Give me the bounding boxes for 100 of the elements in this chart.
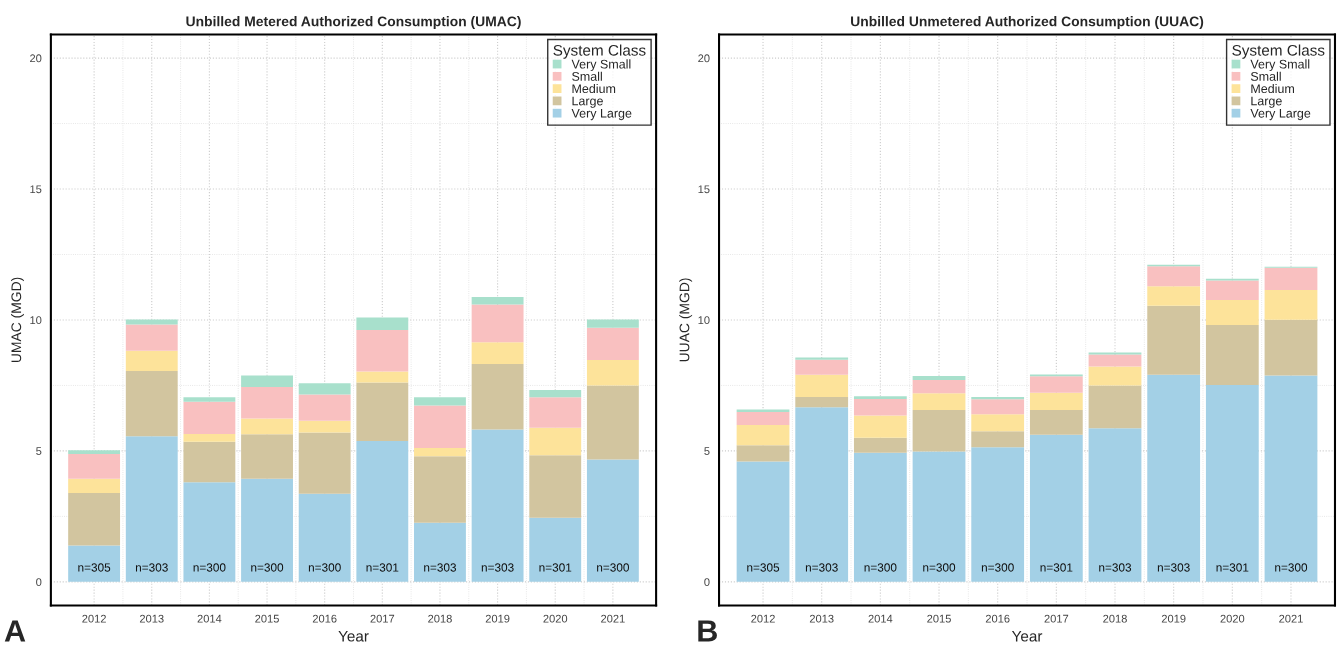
- y-tick-label: 0: [36, 578, 42, 586]
- legend-label: Very Small: [1250, 59, 1310, 72]
- x-tick-label: 2018: [1103, 614, 1127, 623]
- text: B: [698, 620, 717, 642]
- bar: [414, 397, 466, 406]
- x-tick-label: 2019: [1161, 614, 1186, 623]
- annotation: n=303: [424, 563, 457, 572]
- annotation: n=303: [1099, 563, 1132, 572]
- bar: [912, 376, 966, 380]
- chart-title: Unbilled Unmetered Authorized Consumption (UUAC): [851, 16, 1204, 30]
- bar: [912, 451, 966, 582]
- bar: [125, 371, 178, 437]
- bar: [125, 324, 178, 351]
- bar: [586, 327, 639, 361]
- bar: [471, 296, 524, 305]
- legend-label: Very Large: [571, 108, 632, 121]
- x-tick-label: 2013: [139, 614, 164, 623]
- y-tick-label: 20: [698, 54, 710, 63]
- x-tick-label: 2021: [1279, 614, 1303, 623]
- bar: [795, 357, 849, 360]
- bar: [1088, 352, 1142, 355]
- bar: [183, 401, 236, 434]
- x-tick-label: 2015: [927, 614, 951, 623]
- bar: [1088, 366, 1142, 386]
- bar: [356, 371, 409, 383]
- bar: [1088, 385, 1142, 429]
- y-tick-label: 5: [36, 447, 42, 456]
- bar: [1264, 267, 1318, 291]
- bar: [529, 397, 582, 428]
- bar: [1029, 376, 1083, 393]
- legend-label: Small: [572, 71, 602, 81]
- bar: [471, 342, 524, 364]
- bar: [795, 407, 849, 582]
- bar: [853, 437, 907, 453]
- bar: [853, 396, 907, 400]
- bar: [912, 379, 966, 394]
- bar: [414, 456, 466, 523]
- bar: [298, 394, 351, 421]
- bar: [241, 434, 293, 479]
- bar: [1088, 354, 1142, 367]
- bar: [1147, 286, 1201, 306]
- annotation: n=300: [981, 563, 1014, 572]
- bar: [1264, 375, 1318, 582]
- bar: [414, 405, 466, 449]
- bar: [68, 493, 121, 546]
- x-tick-label: 2017: [1044, 614, 1069, 623]
- annotation: n=303: [805, 563, 838, 572]
- bar: [853, 399, 907, 416]
- annotation: n=305: [747, 563, 780, 572]
- bar: [125, 436, 178, 582]
- y-tick-label: 15: [698, 185, 710, 194]
- bar: [1147, 374, 1201, 582]
- bar: [183, 397, 236, 402]
- x-tick-label: 2021: [601, 614, 625, 623]
- annotation: n=305: [78, 563, 111, 572]
- bar: [586, 360, 639, 386]
- y-axis-title: UUAC (MGD): [679, 278, 693, 362]
- bar: [586, 319, 639, 328]
- bar: [912, 410, 966, 452]
- bar: [971, 431, 1025, 448]
- bar: [68, 454, 121, 479]
- bar: [68, 478, 121, 494]
- x-tick-label: 2015: [255, 614, 279, 623]
- text: A: [4, 620, 26, 642]
- bar: [471, 304, 524, 343]
- x-tick-label: 2017: [370, 614, 395, 623]
- bar: [183, 433, 236, 442]
- legend-label: Small: [1250, 71, 1281, 81]
- bar: [1029, 434, 1083, 582]
- bar: [471, 429, 524, 582]
- y-tick-label: 20: [30, 54, 42, 63]
- bar: [586, 459, 639, 582]
- bar: [1205, 324, 1259, 385]
- annotation: n=303: [1157, 563, 1190, 572]
- legend-label: Large: [572, 96, 603, 108]
- y-tick-label: 5: [704, 447, 710, 456]
- bar: [971, 414, 1025, 432]
- bar: [356, 440, 409, 582]
- y-axis-title: UMAC (MGD): [10, 277, 24, 363]
- x-tick-label: 2016: [985, 614, 1010, 623]
- annotation: n=303: [481, 563, 514, 572]
- annotation: n=300: [1275, 563, 1308, 572]
- bar: [736, 445, 790, 462]
- bar: [1147, 266, 1201, 287]
- annotation: n=300: [864, 563, 897, 572]
- x-tick-label: 2014: [868, 614, 893, 623]
- bar: [1205, 384, 1259, 582]
- y-tick-label: 0: [704, 578, 710, 586]
- bar: [971, 399, 1025, 415]
- bar: [736, 424, 790, 446]
- bar: [1205, 280, 1259, 301]
- bar: [529, 389, 582, 398]
- bar: [529, 427, 582, 456]
- bar: [471, 363, 524, 430]
- bar: [298, 432, 351, 494]
- bar: [298, 420, 351, 433]
- annotation: n=301: [366, 563, 399, 572]
- bar: [529, 517, 582, 582]
- bar: [1029, 392, 1083, 411]
- bar: [1205, 300, 1259, 325]
